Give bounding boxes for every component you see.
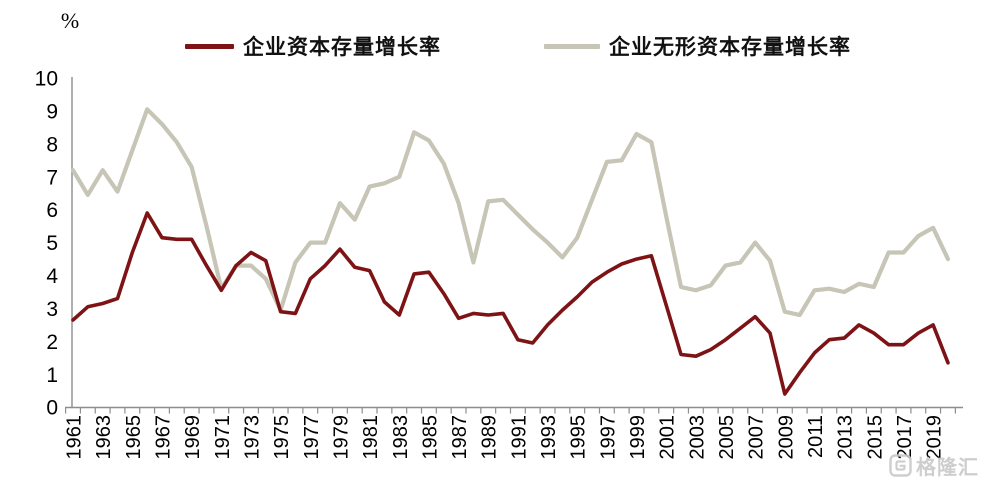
x-axis-tick-label: 1991 xyxy=(508,415,530,460)
x-axis-tick-label: 2001 xyxy=(657,415,679,460)
x-axis-tick-label: 2003 xyxy=(686,415,708,460)
x-axis-tick-label: 1973 xyxy=(241,415,263,460)
y-axis-tick-label: 6 xyxy=(46,199,58,222)
x-axis-tick-label: 2019 xyxy=(924,415,946,460)
legend: 企业资本存量增长率 企业无形资本存量增长率 xyxy=(0,0,982,60)
y-axis-tick-label: 5 xyxy=(46,232,58,255)
series-line-capital-stock xyxy=(71,211,950,396)
gelonghui-logo-icon xyxy=(889,454,912,477)
y-axis-tick-label: 9 xyxy=(46,100,58,123)
legend-label-capital-stock: 企业资本存量增长率 xyxy=(243,36,441,59)
gelonghui-watermark-text: 格隆汇 xyxy=(916,457,979,479)
legend-item-intangible-capital-stock: 企业无形资本存量增长率 xyxy=(544,31,851,61)
y-axis-tick-label: 2 xyxy=(46,331,58,354)
x-axis-tick-label: 2015 xyxy=(864,415,886,460)
y-axis-tick-label: 3 xyxy=(46,298,58,321)
x-axis-tick-label: 1975 xyxy=(271,415,293,460)
x-axis-tick-label: 2017 xyxy=(894,415,916,460)
x-axis-tick-label: 1965 xyxy=(123,415,145,460)
x-axis-tick-label: 1985 xyxy=(419,415,441,460)
x-axis-tick-label: 1993 xyxy=(538,415,560,460)
y-axis-tick-label: 7 xyxy=(46,166,58,189)
x-axis-tick-label: 1969 xyxy=(182,415,204,460)
x-axis-tick-label: 2013 xyxy=(835,415,857,460)
legend-line-swatch-gray xyxy=(544,43,600,49)
x-axis-tick-label: 1981 xyxy=(360,415,382,460)
x-axis-tick-label: 1977 xyxy=(301,415,323,460)
y-axis-tick-label: 8 xyxy=(46,133,58,156)
x-axis-tick-label: 1983 xyxy=(390,415,412,460)
y-axis-tick-label: 4 xyxy=(46,265,58,288)
y-axis-tick-label: 10 xyxy=(35,68,58,91)
series-line-intangible-capital-stock xyxy=(70,107,951,318)
x-axis-tick-label: 2009 xyxy=(775,415,797,460)
x-axis-tick-label: 1967 xyxy=(152,415,174,460)
x-axis-tick-label: 1995 xyxy=(568,415,590,460)
legend-line-swatch-dark-red xyxy=(185,43,234,49)
x-axis-tick-label: 2011 xyxy=(805,415,827,458)
gelonghui-watermark: 格隆汇 xyxy=(889,451,979,480)
x-axis-tick-label: 1999 xyxy=(627,415,649,460)
x-axis-tick-label: 1979 xyxy=(330,415,352,460)
x-axis-tick-label: 2007 xyxy=(746,415,768,460)
y-axis-tick-label: 1 xyxy=(46,364,58,387)
x-axis-tick-label: 1987 xyxy=(449,415,471,460)
x-axis-tick-label: 2005 xyxy=(716,415,738,460)
x-axis-tick-label: 1961 xyxy=(64,415,86,460)
x-axis-tick-label: 1997 xyxy=(597,415,619,460)
x-axis-tick-label: 1989 xyxy=(479,415,501,460)
legend-label-intangible-capital-stock: 企业无形资本存量增长率 xyxy=(609,36,851,59)
legend-item-capital-stock: 企业资本存量增长率 xyxy=(185,31,441,61)
y-axis-tick-label: 0 xyxy=(46,397,58,420)
x-axis-tick-label: 1963 xyxy=(93,415,115,460)
x-axis-tick-label: 1971 xyxy=(212,415,234,460)
y-axis-unit-label: % xyxy=(60,8,80,33)
